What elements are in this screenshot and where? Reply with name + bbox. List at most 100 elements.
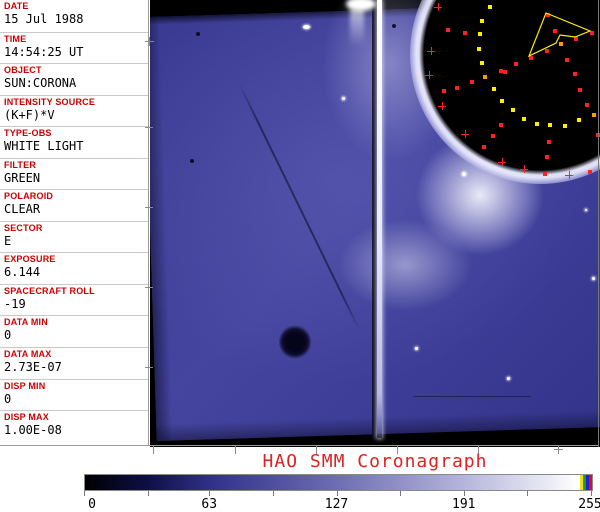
orange-mark-dot [559, 42, 563, 46]
yellow-limb-dot [477, 47, 481, 51]
colorbar-tick-label: 0 [88, 497, 96, 512]
metadata-label: EXPOSURE [4, 254, 56, 265]
red-star-dot [565, 58, 569, 62]
sun-center-axis-marker [554, 445, 563, 454]
metadata-label: DISP MIN [4, 380, 46, 391]
colorbar-major-tick [591, 491, 592, 496]
orange-mark-dot [483, 75, 487, 79]
viewer-title: HAO SMM Coronagraph [262, 451, 488, 472]
colorbar-major-tick [84, 491, 85, 496]
metadata-entry-filter: FILTER GREEN [0, 157, 148, 190]
metadata-entry-date: DATE 15 Jul 1988 [0, 0, 148, 32]
metadata-entry-polaroid: POLAROID CLEAR [0, 189, 148, 221]
colorbar-minor-tick [527, 491, 529, 496]
left-axis-tick [145, 127, 153, 128]
plus-v [501, 158, 503, 166]
dark-blob-artifact [279, 324, 311, 360]
red-plus-marker [425, 71, 433, 79]
metadata-entry-disp-min: DISP MIN 0 [0, 378, 148, 411]
colorbar-major-tick [463, 491, 465, 496]
red-star-dot [482, 145, 486, 149]
red-star-dot [543, 172, 547, 176]
metadata-value: CLEAR [4, 202, 41, 217]
bottom-axis-tick [316, 446, 317, 454]
colorbar-major-tick [336, 491, 338, 496]
left-axis-tick [145, 287, 153, 288]
red-star-dot [491, 134, 495, 138]
yellow-limb-dot [488, 5, 492, 9]
sun-center-axis-marker [145, 37, 154, 46]
red-plus-marker [461, 130, 469, 138]
colorbar-marker-stripe [586, 475, 589, 490]
white-star-speck [585, 209, 587, 211]
metadata-label: DATE [4, 1, 29, 11]
red-star-dot [574, 37, 578, 41]
colorbar-minor-tick [147, 491, 149, 496]
metadata-value: 15 Jul 1988 [4, 12, 84, 26]
red-star-dot [503, 70, 507, 74]
metadata-entry-object: OBJECT SUN:CORONA [0, 63, 148, 95]
red-star-dot [573, 72, 577, 76]
colorbar-tick-label: 63 [201, 497, 218, 512]
metadata-value: E [4, 233, 12, 248]
plus-v [441, 102, 443, 110]
yellow-limb-dot [577, 118, 581, 122]
metadata-label: DISP MAX [4, 412, 49, 423]
colorbar-marker-stripe [580, 475, 583, 490]
metadata-label: FILTER [4, 159, 37, 170]
red-star-dot [545, 155, 549, 159]
metadata-entry-type-obs: TYPE-OBS WHITE LIGHT [0, 126, 148, 158]
yellow-limb-dot [548, 123, 552, 127]
bottom-axis-tick [235, 446, 236, 454]
metadata-value: WHITE LIGHT [4, 139, 84, 154]
metadata-entry-sector: SECTOR E [0, 220, 148, 253]
red-star-dot [514, 62, 518, 66]
red-star-dot [545, 49, 549, 53]
axis-baseline [0, 445, 598, 446]
white-star-speck [507, 377, 510, 380]
metadata-value: 2.73E-07 [4, 360, 62, 375]
plus-v [464, 130, 466, 138]
dark-speck [392, 24, 396, 28]
dark-speck [196, 32, 200, 36]
colorbar-tick-label: 127 [324, 497, 349, 512]
red-star-dot [590, 31, 594, 35]
yellow-limb-dot [511, 108, 515, 112]
metadata-entry-time: TIME 14:54:25 UT [0, 31, 148, 64]
horizontal-scratch-artifact [413, 396, 531, 397]
metadata-value: 14:54:25 UT [4, 44, 84, 59]
bottom-axis-tick [397, 446, 398, 454]
red-star-dot [455, 86, 459, 90]
metadata-entry-data-min: DATA MIN 0 [0, 315, 148, 347]
red-star-dot [546, 13, 550, 17]
metadata-value: SUN:CORONA [4, 76, 77, 91]
metadata-value: 6.144 [4, 265, 41, 280]
metadata-label: TYPE-OBS [4, 128, 52, 139]
yellow-limb-dot [500, 99, 504, 103]
metadata-entry-spacecraft-roll: SPACECRAFT ROLL -19 [0, 283, 148, 316]
plus-v [523, 165, 525, 173]
plus-v [428, 71, 430, 79]
yellow-limb-dot [480, 61, 484, 65]
metadata-label: OBJECT [4, 65, 42, 76]
left-axis-tick [145, 367, 153, 368]
metadata-entry-intensity-source: INTENSITY SOURCE (K+F)*V [0, 94, 148, 127]
metadata-entry-disp-max: DISP MAX 1.00E-08 [0, 410, 148, 442]
film-edge-flare-tail [350, 8, 364, 46]
metadata-label: INTENSITY SOURCE [4, 96, 96, 107]
metadata-label: DATA MIN [4, 317, 48, 328]
metadata-label: SPACECRAFT ROLL [4, 285, 95, 296]
red-plus-marker [434, 3, 442, 11]
white-star-speck [462, 172, 466, 176]
coronagraph-image-canvas[interactable] [150, 0, 600, 447]
yellow-limb-dot [480, 19, 484, 23]
dark-speck [190, 159, 194, 163]
red-star-dot [529, 56, 533, 60]
pylon-bright-line [377, 0, 382, 438]
red-star-dot [446, 28, 450, 32]
colorbar-tick-label: 255 [578, 497, 600, 512]
red-star-dot [463, 31, 467, 35]
intensity-colorbar [84, 474, 593, 491]
white-star-speck [342, 97, 345, 100]
